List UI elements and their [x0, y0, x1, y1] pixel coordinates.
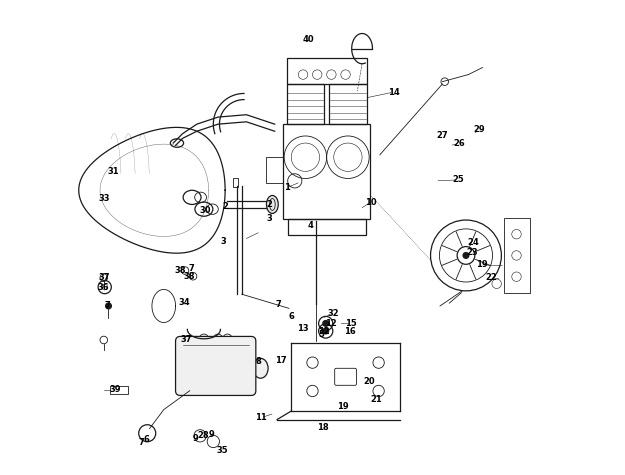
Text: 38: 38: [174, 266, 186, 275]
Bar: [266, 157, 283, 183]
Text: 37: 37: [98, 273, 109, 282]
Text: 10: 10: [365, 198, 377, 207]
Text: 30: 30: [199, 206, 211, 215]
Text: 12: 12: [318, 326, 330, 335]
Circle shape: [323, 321, 329, 326]
Text: 13: 13: [298, 323, 309, 332]
Text: 4: 4: [308, 221, 313, 230]
Text: 16: 16: [344, 326, 356, 335]
Text: 40: 40: [303, 35, 314, 44]
Text: 32: 32: [327, 309, 339, 318]
Text: 21: 21: [371, 395, 382, 403]
Text: 6: 6: [288, 312, 294, 321]
Text: 7: 7: [104, 302, 111, 311]
Text: 7: 7: [138, 438, 144, 447]
Text: 34: 34: [178, 298, 190, 307]
Text: 20: 20: [363, 377, 375, 386]
Text: 5: 5: [318, 330, 324, 339]
Circle shape: [106, 303, 111, 309]
Ellipse shape: [253, 359, 268, 378]
Text: 7: 7: [276, 300, 281, 309]
Text: 17: 17: [274, 356, 286, 365]
Text: 33: 33: [99, 194, 111, 203]
Text: 19: 19: [476, 260, 488, 269]
FancyArrowPatch shape: [449, 293, 461, 303]
Text: 27: 27: [436, 132, 448, 141]
Text: 35: 35: [217, 446, 229, 456]
Text: 31: 31: [107, 167, 119, 176]
Text: 2: 2: [266, 200, 272, 209]
Circle shape: [323, 328, 329, 334]
Text: 9: 9: [193, 434, 199, 443]
Text: 8: 8: [256, 357, 261, 366]
Bar: [288, 218, 366, 235]
Text: 9: 9: [209, 430, 215, 439]
Text: 38: 38: [184, 272, 196, 281]
Text: 1: 1: [284, 183, 289, 192]
Text: 2: 2: [222, 202, 228, 211]
Text: 3: 3: [266, 214, 272, 223]
Bar: [504, 218, 530, 293]
Bar: [286, 58, 367, 84]
Text: 19: 19: [338, 401, 349, 410]
Bar: [286, 84, 324, 124]
Text: 28: 28: [197, 431, 209, 440]
Text: 39: 39: [109, 385, 121, 394]
Text: 12: 12: [326, 319, 338, 328]
Text: 25: 25: [452, 175, 464, 184]
Text: 37: 37: [180, 335, 192, 344]
Circle shape: [463, 253, 469, 258]
Text: 11: 11: [254, 413, 266, 422]
Bar: [111, 386, 128, 394]
Text: 23: 23: [466, 248, 478, 257]
Ellipse shape: [266, 196, 278, 213]
Text: 36: 36: [97, 283, 109, 292]
Text: 3: 3: [221, 237, 227, 246]
Text: 24: 24: [467, 238, 479, 247]
Bar: [283, 124, 371, 218]
Text: 14: 14: [388, 87, 399, 96]
Text: 26: 26: [453, 140, 465, 149]
Text: 29: 29: [473, 125, 484, 134]
Text: 18: 18: [317, 423, 329, 432]
Bar: [329, 84, 367, 124]
Text: 7: 7: [188, 264, 194, 273]
Text: 22: 22: [485, 273, 497, 282]
Text: 6: 6: [143, 435, 149, 444]
FancyBboxPatch shape: [176, 336, 256, 396]
Bar: [233, 178, 238, 187]
Text: 15: 15: [346, 319, 357, 328]
